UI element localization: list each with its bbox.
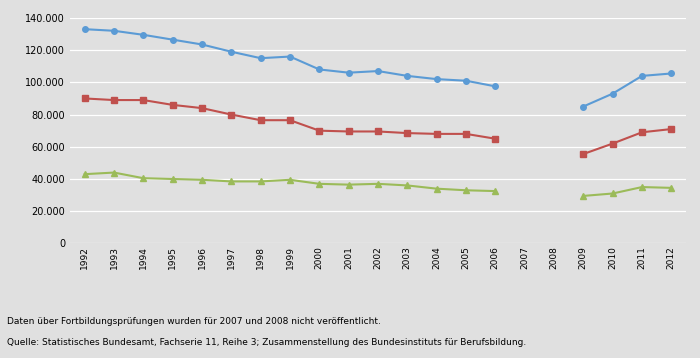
Männer: [344, 129, 353, 134]
Frauen: [110, 170, 118, 175]
Gesamt: [169, 38, 177, 42]
Line: Frauen: Frauen: [82, 170, 498, 194]
Gesamt: [80, 27, 89, 32]
Frauen: [344, 183, 353, 187]
Gesamt: [344, 71, 353, 75]
Frauen: [256, 179, 265, 184]
Text: Quelle: Statistisches Bundesamt, Fachserie 11, Reihe 3; Zusammenstellung des Bun: Quelle: Statistisches Bundesamt, Fachser…: [7, 338, 526, 347]
Gesamt: [433, 77, 441, 81]
Gesamt: [286, 54, 294, 59]
Männer: [198, 106, 206, 110]
Männer: [403, 131, 412, 135]
Gesamt: [403, 74, 412, 78]
Gesamt: [139, 33, 148, 37]
Frauen: [286, 178, 294, 182]
Männer: [169, 103, 177, 107]
Gesamt: [110, 29, 118, 33]
Männer: [315, 129, 323, 133]
Frauen: [491, 189, 500, 193]
Line: Gesamt: Gesamt: [82, 26, 498, 89]
Frauen: [403, 183, 412, 188]
Frauen: [80, 172, 89, 176]
Gesamt: [315, 67, 323, 72]
Männer: [374, 129, 382, 134]
Frauen: [198, 178, 206, 182]
Männer: [491, 137, 500, 141]
Frauen: [462, 188, 470, 193]
Text: Daten über Fortbildungsprüfungen wurden für 2007 und 2008 nicht veröffentlicht.: Daten über Fortbildungsprüfungen wurden …: [7, 317, 381, 326]
Gesamt: [491, 84, 500, 88]
Männer: [286, 118, 294, 122]
Frauen: [139, 176, 148, 180]
Gesamt: [462, 79, 470, 83]
Frauen: [374, 182, 382, 186]
Gesamt: [198, 42, 206, 47]
Männer: [256, 118, 265, 122]
Männer: [227, 112, 235, 117]
Männer: [80, 96, 89, 101]
Männer: [433, 132, 441, 136]
Gesamt: [256, 56, 265, 60]
Männer: [110, 98, 118, 102]
Gesamt: [374, 69, 382, 73]
Frauen: [315, 182, 323, 186]
Gesamt: [227, 49, 235, 54]
Männer: [139, 98, 148, 102]
Frauen: [227, 179, 235, 184]
Frauen: [169, 177, 177, 181]
Line: Männer: Männer: [82, 96, 498, 141]
Frauen: [433, 187, 441, 191]
Männer: [462, 132, 470, 136]
